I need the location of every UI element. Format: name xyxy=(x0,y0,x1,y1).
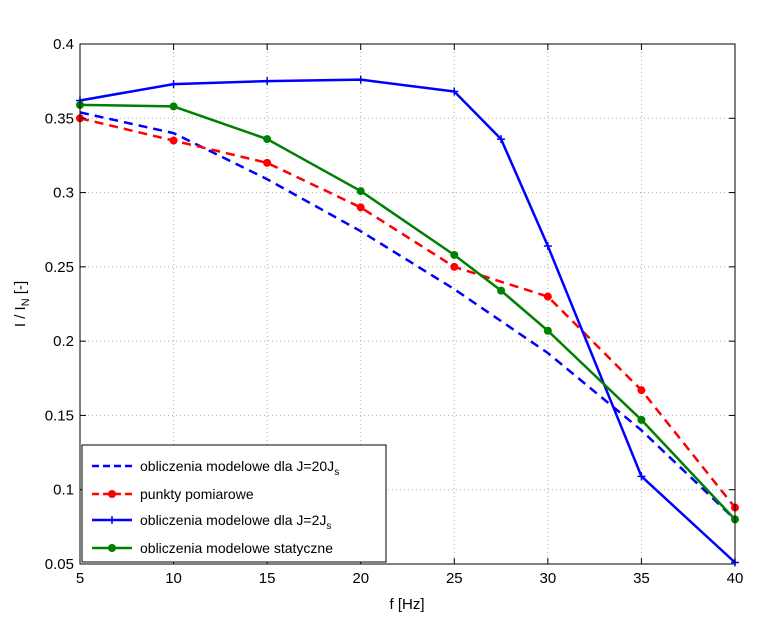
legend-marker-2 xyxy=(108,490,116,498)
x-tick-label: 25 xyxy=(446,570,463,587)
y-axis-label-main: I / I xyxy=(12,306,29,327)
x-tick-label: 10 xyxy=(165,570,182,587)
x-tick-label: 20 xyxy=(352,570,369,587)
legend-box xyxy=(81,444,387,563)
legend-label-1-main: obliczenia modelowe dla J=20J xyxy=(140,458,334,474)
x-tick-label: 15 xyxy=(259,570,276,587)
y-tick-label: 0.15 xyxy=(45,407,74,424)
grid-lines xyxy=(80,44,735,564)
legend-label-3: obliczenia modelowe dla J=2Js xyxy=(140,512,331,532)
y-tick-label: 0.3 xyxy=(53,185,74,202)
series-2 xyxy=(76,114,739,512)
data-point xyxy=(543,242,552,251)
y-axis-label-sub: N xyxy=(20,298,32,306)
plot-frame xyxy=(79,43,736,565)
legend-label-1-sub: s xyxy=(334,467,339,478)
y-tick-label: 0.35 xyxy=(45,110,74,127)
data-point xyxy=(637,415,646,424)
legend-label-3-main: obliczenia modelowe dla J=2J xyxy=(140,512,326,528)
data-point xyxy=(356,75,365,84)
x-tick-labels: 5 10 15 20 25 30 35 40 xyxy=(76,570,744,587)
y-tick-label: 0.25 xyxy=(45,259,74,276)
legend-label-2: punkty pomiarowe xyxy=(140,486,254,502)
data-point xyxy=(497,135,506,144)
y-axis-label: I / IN [-] xyxy=(12,281,32,327)
x-tick-label: 5 xyxy=(76,570,84,587)
x-axis-label: f [Hz] xyxy=(389,596,424,613)
data-point xyxy=(263,135,272,144)
series-line xyxy=(79,111,736,521)
legend-item-3: obliczenia modelowe dla J=2Js xyxy=(92,512,331,532)
data-point xyxy=(543,292,552,301)
series-layer xyxy=(76,75,739,567)
data-point xyxy=(169,136,178,145)
data-point xyxy=(450,87,459,96)
legend-item-1: obliczenia modelowe dla J=20Js xyxy=(92,458,339,478)
y-tick-label: 0.4 xyxy=(53,36,74,53)
data-point xyxy=(356,187,365,196)
x-tick-label: 40 xyxy=(727,570,744,587)
y-tick-labels: 0.05 0.1 0.15 0.2 0.25 0.3 0.35 0.4 xyxy=(45,36,74,573)
data-point xyxy=(543,326,552,335)
y-tick-label: 0.2 xyxy=(53,333,74,350)
data-point xyxy=(263,77,272,86)
axis-ticks xyxy=(79,43,736,565)
data-point xyxy=(450,250,459,259)
data-point xyxy=(637,386,646,395)
legend-marker-3 xyxy=(108,516,116,524)
legend-label-4: obliczenia modelowe statyczne xyxy=(140,540,333,556)
legend-label-1: obliczenia modelowe dla J=20Js xyxy=(140,458,339,478)
data-point xyxy=(637,472,646,481)
x-tick-label: 30 xyxy=(540,570,557,587)
data-point xyxy=(169,102,178,111)
data-point xyxy=(497,286,506,295)
legend-item-4: obliczenia modelowe statyczne xyxy=(92,540,333,556)
series-4 xyxy=(76,100,739,524)
x-tick-label: 35 xyxy=(633,570,650,587)
legend-item-2: punkty pomiarowe xyxy=(92,486,254,502)
y-tick-label: 0.1 xyxy=(53,482,74,499)
legend: obliczenia modelowe dla J=20Js punkty po… xyxy=(81,444,387,563)
y-tick-label: 0.05 xyxy=(45,556,74,573)
data-point xyxy=(356,203,365,212)
y-axis-label-suffix: [-] xyxy=(12,281,29,299)
series-1 xyxy=(79,111,736,521)
series-line xyxy=(79,117,736,509)
data-point xyxy=(450,262,459,271)
data-point xyxy=(169,80,178,89)
data-point xyxy=(263,158,272,167)
legend-label-3-sub: s xyxy=(326,521,331,532)
legend-marker-4 xyxy=(108,544,116,552)
